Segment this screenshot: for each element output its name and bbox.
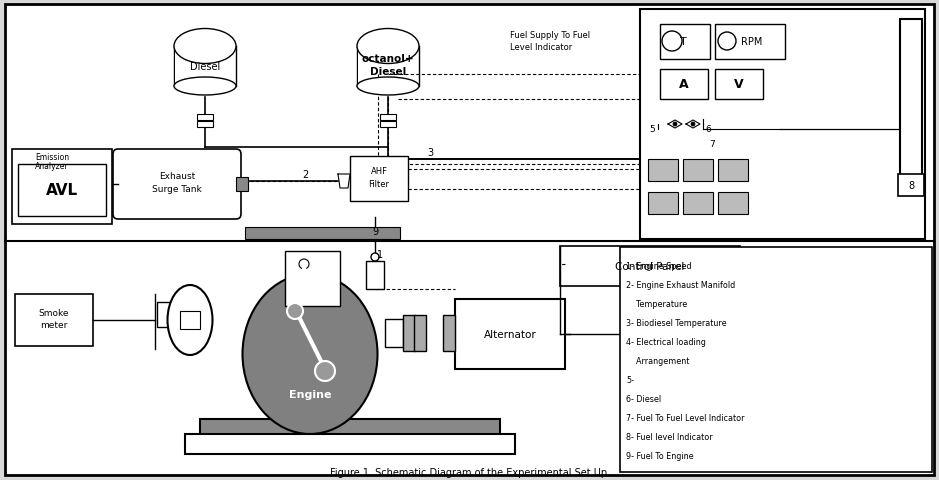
Text: 5: 5 bbox=[649, 125, 654, 134]
Circle shape bbox=[315, 361, 335, 381]
Bar bbox=[898, 175, 924, 197]
Bar bbox=[385, 319, 403, 347]
Bar bbox=[157, 302, 177, 327]
Bar bbox=[200, 419, 500, 437]
Ellipse shape bbox=[174, 29, 236, 64]
Bar bbox=[660, 70, 708, 100]
Text: 6- Diesel: 6- Diesel bbox=[626, 394, 661, 403]
Ellipse shape bbox=[174, 78, 236, 96]
Bar bbox=[285, 252, 340, 306]
Text: 6: 6 bbox=[705, 125, 711, 134]
Bar bbox=[366, 262, 384, 289]
Bar bbox=[197, 115, 213, 121]
Bar bbox=[715, 70, 763, 100]
Bar bbox=[683, 192, 713, 215]
Text: 9- Fuel To Engine: 9- Fuel To Engine bbox=[626, 451, 694, 460]
Circle shape bbox=[718, 33, 736, 51]
Text: 1- Engine Speed: 1- Engine Speed bbox=[626, 262, 692, 270]
Text: 9: 9 bbox=[372, 227, 378, 237]
Bar bbox=[718, 160, 748, 181]
Text: A: A bbox=[679, 78, 689, 91]
Circle shape bbox=[673, 123, 677, 127]
Bar bbox=[560, 247, 740, 287]
Bar bbox=[648, 160, 678, 181]
Text: Filter: Filter bbox=[368, 180, 390, 189]
Text: Alternator: Alternator bbox=[484, 329, 536, 339]
Bar bbox=[350, 156, 408, 202]
Text: 7: 7 bbox=[709, 140, 715, 149]
Bar bbox=[715, 25, 785, 60]
Text: Level Indicator: Level Indicator bbox=[510, 42, 572, 51]
Ellipse shape bbox=[242, 275, 377, 434]
Text: Surge Tank: Surge Tank bbox=[152, 185, 202, 194]
Ellipse shape bbox=[357, 29, 419, 64]
Bar bbox=[455, 300, 565, 369]
Text: Analyzer: Analyzer bbox=[35, 162, 69, 171]
Bar bbox=[197, 122, 213, 128]
Text: Arrangement: Arrangement bbox=[626, 356, 689, 365]
Ellipse shape bbox=[167, 286, 212, 355]
Bar bbox=[185, 434, 515, 454]
Circle shape bbox=[287, 303, 303, 319]
Bar bbox=[718, 192, 748, 215]
Bar bbox=[245, 228, 400, 240]
Bar bbox=[380, 115, 396, 121]
Text: 2- Engine Exhaust Manifold: 2- Engine Exhaust Manifold bbox=[626, 280, 735, 289]
Text: Engine: Engine bbox=[289, 389, 331, 399]
Text: V: V bbox=[734, 78, 744, 91]
Bar bbox=[12, 150, 112, 225]
Text: Smoke: Smoke bbox=[38, 309, 69, 318]
Text: Exhaust: Exhaust bbox=[159, 172, 195, 181]
Ellipse shape bbox=[357, 78, 419, 96]
Text: 4- Electrical loading: 4- Electrical loading bbox=[626, 337, 706, 346]
Bar bbox=[414, 315, 426, 351]
Text: RPM: RPM bbox=[741, 37, 762, 47]
Text: 2: 2 bbox=[301, 169, 308, 180]
Text: Emission: Emission bbox=[35, 153, 69, 162]
Bar bbox=[358, 47, 418, 87]
Text: 3: 3 bbox=[427, 148, 433, 157]
Bar bbox=[380, 122, 396, 128]
Text: octanol+: octanol+ bbox=[362, 54, 414, 64]
Text: 1: 1 bbox=[377, 250, 383, 260]
Circle shape bbox=[371, 253, 379, 262]
Bar bbox=[18, 165, 106, 216]
Text: Diesel: Diesel bbox=[190, 62, 220, 72]
Text: AVL: AVL bbox=[46, 183, 78, 198]
Bar bbox=[15, 294, 93, 346]
Circle shape bbox=[662, 32, 682, 52]
Text: Diesel: Diesel bbox=[370, 67, 407, 77]
Text: Fuel Supply To Fuel: Fuel Supply To Fuel bbox=[510, 30, 590, 39]
Bar bbox=[236, 178, 248, 192]
Bar bbox=[175, 47, 235, 87]
Text: Temperature: Temperature bbox=[626, 300, 687, 308]
Circle shape bbox=[691, 123, 695, 127]
Text: Control Panel: Control Panel bbox=[615, 262, 685, 271]
Bar bbox=[660, 25, 710, 60]
Polygon shape bbox=[338, 175, 350, 189]
Bar bbox=[620, 248, 932, 472]
Text: T: T bbox=[680, 37, 686, 47]
Text: AHF: AHF bbox=[371, 167, 388, 176]
Bar bbox=[683, 160, 713, 181]
Text: meter: meter bbox=[40, 321, 68, 330]
Text: 8: 8 bbox=[908, 180, 914, 191]
Text: Figure 1. Schematic Diagram of the Experimental Set Up: Figure 1. Schematic Diagram of the Exper… bbox=[331, 467, 608, 477]
Bar bbox=[180, 312, 200, 329]
FancyBboxPatch shape bbox=[113, 150, 241, 219]
Bar bbox=[640, 10, 925, 240]
Bar bbox=[900, 20, 922, 190]
Circle shape bbox=[299, 260, 309, 269]
Bar bbox=[443, 315, 455, 351]
Text: 5-: 5- bbox=[626, 375, 634, 384]
Text: 3- Biodiesel Temperature: 3- Biodiesel Temperature bbox=[626, 318, 727, 327]
Text: 8- Fuel level Indicator: 8- Fuel level Indicator bbox=[626, 432, 713, 441]
Text: 7- Fuel To Fuel Level Indicator: 7- Fuel To Fuel Level Indicator bbox=[626, 413, 745, 422]
Bar bbox=[648, 192, 678, 215]
Bar bbox=[403, 315, 415, 351]
